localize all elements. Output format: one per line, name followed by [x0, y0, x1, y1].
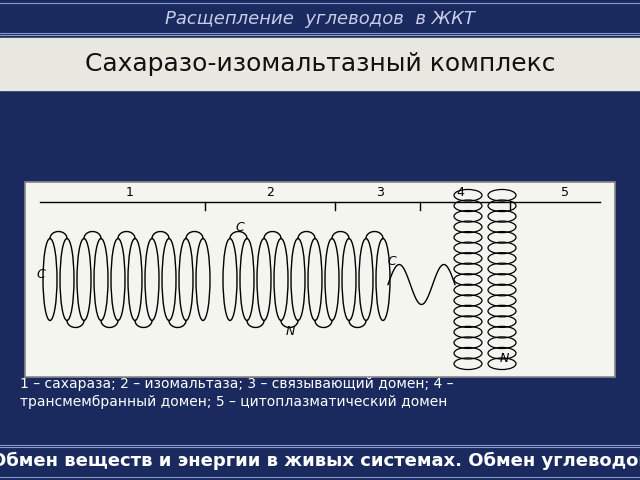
Text: 4: 4	[456, 185, 464, 199]
Text: C: C	[36, 268, 45, 281]
Bar	[25, 182, 615, 377]
Text: 1 – сахараза; 2 – изомальтаза; 3 – связывающий домен; 4 –: 1 – сахараза; 2 – изомальтаза; 3 – связы…	[20, 377, 454, 391]
Text: N: N	[285, 325, 294, 338]
Bar	[0, 442, 640, 480]
Bar	[0, 38, 640, 90]
Text: 5: 5	[561, 185, 569, 199]
Text: трансмембранный домен; 5 – цитоплазматический домен: трансмембранный домен; 5 – цитоплазматич…	[20, 395, 447, 409]
Text: Расщепление  углеводов  в ЖКТ: Расщепление углеводов в ЖКТ	[165, 10, 475, 28]
Text: 2: 2	[266, 185, 274, 199]
Text: 1: 1	[126, 185, 134, 199]
Text: Сахаразо-изомальтазный комплекс: Сахаразо-изомальтазный комплекс	[84, 52, 556, 76]
Bar	[0, 0, 640, 38]
Text: C: C	[388, 255, 396, 268]
Text: Обмен веществ и энергии в живых системах. Обмен углеводов: Обмен веществ и энергии в живых системах…	[0, 452, 640, 470]
Text: 3: 3	[376, 185, 384, 199]
Text: N: N	[499, 352, 509, 365]
Text: C: C	[236, 221, 244, 234]
